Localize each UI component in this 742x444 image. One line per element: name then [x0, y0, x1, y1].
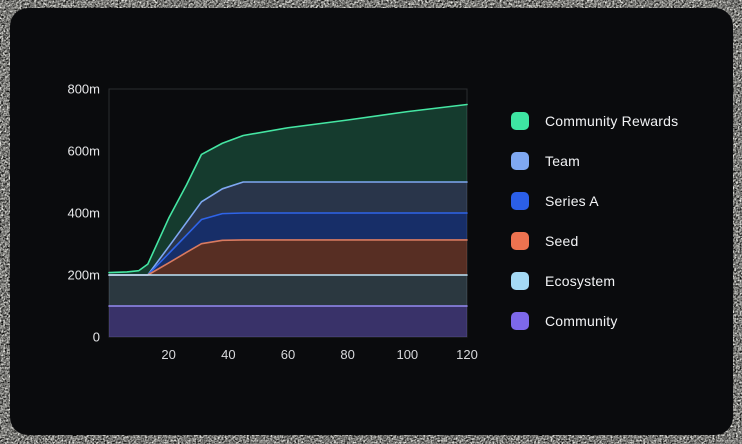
- legend-swatch-icon: [511, 112, 529, 130]
- y-axis-tick-label: 600m: [67, 144, 100, 159]
- legend-swatch-icon: [511, 192, 529, 210]
- x-axis-tick-label: 60: [281, 347, 295, 362]
- x-axis-tick-label: 20: [161, 347, 175, 362]
- series-area-community: [109, 306, 467, 337]
- x-axis-tick-label: 40: [221, 347, 235, 362]
- legend-item-label: Team: [545, 153, 581, 169]
- chart-legend: Community Rewards Team Series A Seed Eco…: [511, 112, 678, 330]
- y-axis-tick-label: 400m: [67, 206, 100, 221]
- series-area-community_rewards: [109, 104, 467, 275]
- series-area-seed: [109, 239, 467, 275]
- y-axis-tick-label: 0: [93, 330, 100, 345]
- legend-item-label: Series A: [545, 193, 599, 209]
- x-axis-tick-label: 100: [396, 347, 418, 362]
- series-area-ecosystem: [109, 275, 467, 306]
- legend-item-seed[interactable]: Seed: [511, 232, 678, 250]
- legend-item-team[interactable]: Team: [511, 152, 678, 170]
- legend-swatch-icon: [511, 152, 529, 170]
- legend-item-label: Seed: [545, 233, 579, 249]
- legend-swatch-icon: [511, 312, 529, 330]
- legend-item-ecosystem[interactable]: Ecosystem: [511, 272, 678, 290]
- series-line-community_rewards: [108, 103, 468, 274]
- legend-item-community[interactable]: Community: [511, 312, 678, 330]
- x-axis-tick-label: 80: [340, 347, 354, 362]
- legend-swatch-icon: [511, 272, 529, 290]
- x-axis-tick-label: 120: [456, 347, 478, 362]
- y-axis-tick-label: 200m: [67, 268, 100, 283]
- legend-item-series_a[interactable]: Series A: [511, 192, 678, 210]
- series-area-team: [109, 182, 467, 275]
- y-axis-tick-label: 800m: [67, 82, 100, 97]
- chart-card: [10, 8, 733, 435]
- series-area-series_a: [109, 213, 467, 275]
- legend-swatch-icon: [511, 232, 529, 250]
- legend-item-label: Community Rewards: [545, 113, 679, 129]
- legend-item-label: Ecosystem: [545, 273, 616, 289]
- legend-item-community_rewards[interactable]: Community Rewards: [511, 112, 678, 130]
- legend-item-label: Community: [545, 313, 618, 329]
